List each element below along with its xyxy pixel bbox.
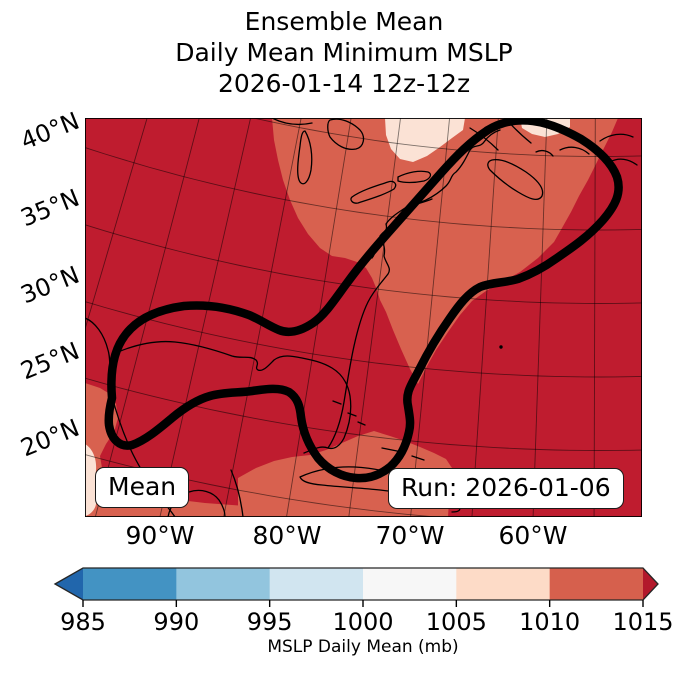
- lon-label-80w: 80°W: [252, 521, 322, 550]
- colorbar-axis-label: MSLP Daily Mean (mb): [267, 637, 459, 657]
- lat-label-20n: 20°N: [16, 413, 84, 463]
- title-line-3: 2026-01-14 12z-12z: [217, 69, 471, 98]
- colorbar-tick-1015: 1015: [612, 608, 674, 636]
- lat-label-40n: 40°N: [16, 106, 84, 156]
- lat-label-30n: 30°N: [16, 260, 84, 310]
- chart-title: Ensemble Mean Daily Mean Minimum MSLP 20…: [0, 6, 688, 99]
- graticule-gridlines: [85, 118, 642, 517]
- title-line-2: Daily Mean Minimum MSLP: [175, 38, 513, 67]
- colorbar-tick-1010: 1010: [519, 608, 581, 636]
- lat-label-25n: 25°N: [16, 336, 84, 386]
- lon-label-70w: 70°W: [375, 521, 445, 550]
- run-annotation-box: Run: 2026-01-06: [388, 468, 624, 509]
- mslp-contour: [104, 118, 623, 483]
- colorbar-tick-990: 990: [153, 608, 200, 636]
- lon-label-90w: 90°W: [125, 521, 195, 550]
- mean-annotation-box: Mean: [95, 467, 190, 508]
- title-line-1: Ensemble Mean: [244, 7, 444, 36]
- lon-label-60w: 60°W: [498, 521, 568, 550]
- colorbar-tick-1005: 1005: [425, 608, 487, 636]
- colorbar-tick-985: 985: [60, 608, 106, 636]
- map-canvas: [85, 118, 642, 517]
- colorbar-tick-1000: 1000: [332, 608, 394, 636]
- colorbar-tick-995: 995: [246, 608, 293, 636]
- colorbar: [53, 567, 659, 607]
- lat-label-35n: 35°N: [16, 183, 84, 233]
